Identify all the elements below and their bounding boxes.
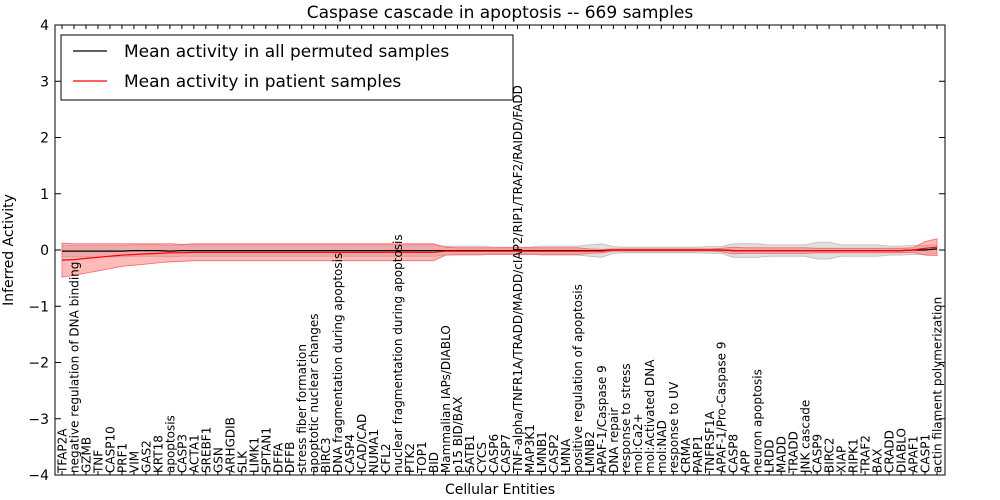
- x-tick-label: MADD: [775, 436, 789, 473]
- y-tick-label: −1: [28, 299, 49, 315]
- x-tick-label: p15 BID/BAX: [451, 397, 465, 473]
- x-tick-label: LIMK1: [247, 437, 261, 473]
- x-tick-label: BID: [427, 452, 441, 473]
- x-tick-label: CASP6: [487, 434, 501, 473]
- x-tick-label: ICAD/CAD: [355, 414, 369, 473]
- x-tick-label: SREBF1: [199, 427, 213, 473]
- x-tick-label: CASP1: [919, 434, 933, 473]
- x-tick-label: CRADD: [883, 430, 897, 473]
- band-patient: [61, 238, 938, 278]
- x-tick-label: mol:Ca2+: [631, 413, 645, 473]
- x-tick-label: apoptotic nuclear changes: [307, 314, 321, 473]
- x-tick-label: MAP3K1: [523, 424, 537, 473]
- series-lines: [61, 246, 938, 261]
- x-tick-label: apoptosis: [163, 415, 177, 473]
- x-tick-label: DFFB: [283, 442, 297, 473]
- x-tick-label: DIABLO: [895, 428, 909, 473]
- y-tick-label: −4: [28, 468, 49, 484]
- x-tick-label: ARHGDIB: [223, 417, 237, 473]
- x-tick-label: mol:NAD: [655, 420, 669, 473]
- x-tick-label: TFAP2A: [56, 428, 70, 474]
- x-tick-label: VIM: [127, 451, 141, 473]
- x-tick-label: TNF-alpha/TNFR1A/TRADD/MADD/cIAP2/RIP1/T…: [511, 85, 525, 474]
- x-tick-label: neuron apoptosis: [751, 369, 765, 473]
- x-tick-label: PTK2: [403, 443, 417, 473]
- x-tick-label: stress fiber formation: [295, 344, 309, 473]
- x-tick-label: TNF: [92, 450, 106, 474]
- x-tick-label: Mammalian IAPs/DIABLO: [439, 325, 453, 473]
- x-tick-label: BIRC2: [823, 437, 837, 473]
- x-axis-label: Cellular Entities: [445, 482, 555, 498]
- x-tick-label: CYCS: [475, 442, 489, 473]
- x-tick-label: LRDD: [763, 439, 777, 473]
- series-line-patient: [61, 246, 938, 261]
- x-tick-label: XIAP: [835, 446, 849, 473]
- x-tick-label: JNK cascade: [799, 400, 813, 474]
- y-tick-label: −2: [28, 356, 49, 372]
- x-tick-label: BAX: [871, 448, 885, 473]
- x-tick-label: response to UV: [667, 381, 681, 473]
- y-tick-label: 2: [40, 131, 49, 147]
- chart-title: Caspase cascade in apoptosis -- 669 samp…: [307, 3, 694, 23]
- x-tick-label: RIPK1: [847, 438, 861, 473]
- x-tick-label: GZMB: [80, 437, 94, 473]
- x-tick-label: LMNB2: [583, 431, 597, 473]
- legend: Mean activity in all permuted samples Me…: [60, 34, 514, 101]
- x-tick-label: APAF1: [907, 436, 921, 473]
- x-tick-label: APAF-1/Caspase 9: [595, 365, 609, 473]
- x-tick-label: nuclear fragmentation during apoptosis: [391, 234, 405, 473]
- x-tick-label: CASP3: [175, 434, 189, 473]
- x-tick-label: APP: [739, 450, 753, 473]
- x-tick-label: TRAF2: [859, 435, 873, 474]
- x-tick-label: DNA repair: [607, 407, 621, 473]
- y-axis: 4 3 2 1 0 −1 −2 −3 −4: [28, 18, 945, 484]
- x-tick-label: CASP8: [727, 434, 741, 473]
- legend-label-permuted: Mean activity in all permuted samples: [124, 42, 449, 62]
- x-tick-label: NUMA1: [367, 429, 381, 473]
- x-tick-label: CASP9: [811, 434, 825, 473]
- x-tick-label: KRT18: [151, 435, 165, 473]
- x-tick-label: LMNB1: [535, 431, 549, 473]
- x-tick-label: APAF-1/Pro-Caspase 9: [715, 342, 729, 473]
- x-tick-label: TRADD: [787, 431, 801, 474]
- x-tick-label: mol:Activated DNA: [643, 359, 657, 473]
- legend-box: [60, 34, 514, 101]
- y-tick-label: −3: [28, 412, 49, 428]
- x-tick-label: negative regulation of DNA binding: [68, 262, 82, 473]
- legend-label-patient: Mean activity in patient samples: [124, 72, 401, 92]
- x-tick-label: TOP1: [415, 441, 429, 474]
- x-tick-label: PRF1: [115, 443, 129, 473]
- x-tick-label: CRMA: [679, 437, 693, 473]
- x-tick-label: LMNA: [559, 438, 573, 473]
- y-tick-label: 3: [40, 74, 49, 90]
- x-tick-label: DNA fragmentation during apoptosis: [331, 253, 345, 473]
- x-tick-label: PARP1: [691, 435, 705, 473]
- y-tick-label: 0: [40, 243, 49, 259]
- x-tick-label: SLK: [235, 450, 249, 473]
- x-axis: [61, 25, 938, 475]
- x-tick-label: TNFRSF1A: [703, 410, 717, 474]
- y-tick-label: 4: [40, 18, 49, 34]
- x-tick-label: DFFA: [271, 442, 285, 473]
- x-tick-label: GAS2: [139, 440, 153, 473]
- x-tick-label: positive regulation of apoptosis: [571, 284, 585, 473]
- x-tick-label: CASP10: [103, 426, 117, 473]
- x-tick-label: actin filament polymerization: [931, 297, 945, 473]
- x-tick-label: SATB1: [463, 435, 477, 473]
- x-tick-label: CFL2: [379, 443, 393, 473]
- x-tick-label: SPTAN1: [259, 427, 273, 473]
- x-tick-label: CASP4: [343, 434, 357, 473]
- y-tick-label: 1: [40, 187, 49, 203]
- y-axis-label: Inferred Activity: [1, 194, 17, 306]
- x-tick-label: BIRC3: [319, 437, 333, 473]
- x-tick-label: ACTA1: [187, 434, 201, 473]
- x-tick-label: GSN: [211, 447, 225, 473]
- x-tick-label: CASP2: [547, 434, 561, 473]
- x-tick-label: CASP7: [499, 434, 513, 473]
- x-tick-label: response to stress: [619, 363, 633, 473]
